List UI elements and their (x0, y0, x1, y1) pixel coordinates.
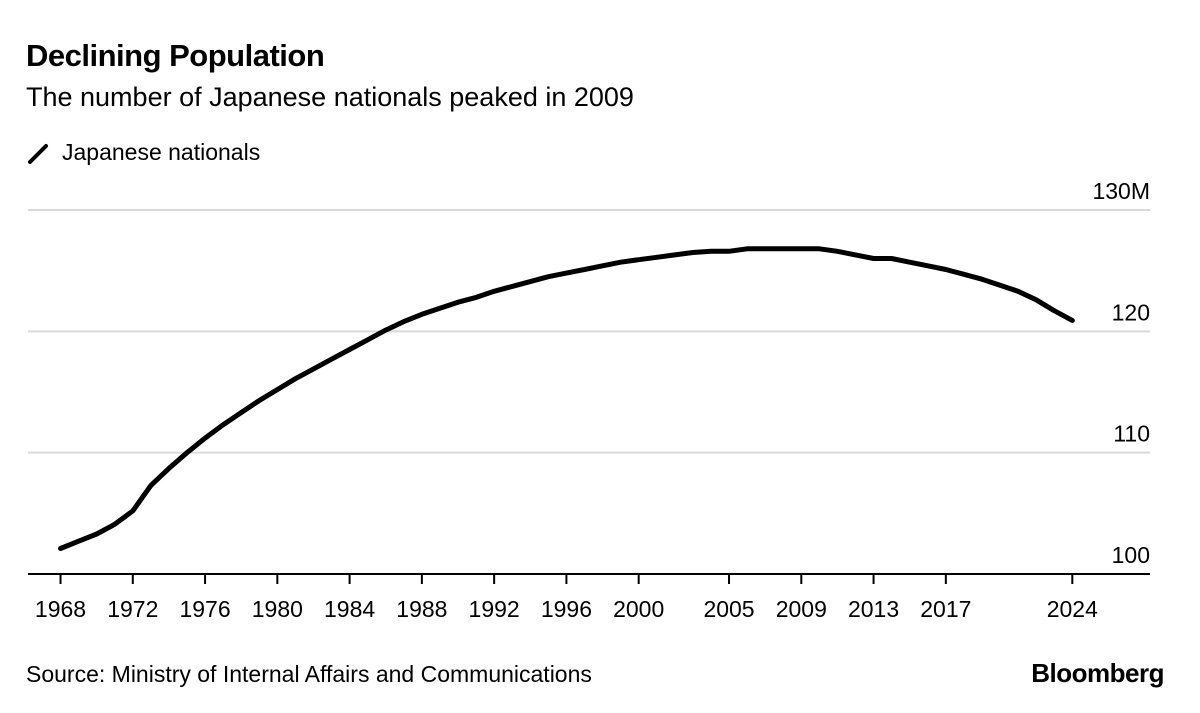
source-note: Source: Ministry of Internal Affairs and… (26, 661, 592, 687)
x-tick-label: 1988 (396, 596, 447, 622)
series-line (58, 246, 1075, 551)
y-tick-label: 120 (1112, 299, 1150, 325)
legend: Japanese nationals (26, 139, 260, 166)
y-tick-label: 130M (1092, 178, 1150, 204)
x-tick-label: 1972 (107, 596, 158, 622)
x-tick-label: 2013 (848, 596, 899, 622)
x-tick-label: 1968 (35, 596, 86, 622)
brand-logo: Bloomberg (1031, 658, 1164, 688)
x-tick-label: 2024 (1047, 596, 1098, 622)
x-tick-label: 1996 (541, 596, 592, 622)
y-tick-label: 100 (1112, 542, 1150, 568)
x-tick-label: 1984 (324, 596, 375, 622)
x-tick-label: 2000 (613, 596, 664, 622)
x-tick-label: 2009 (776, 596, 827, 622)
chart-title: Declining Population (26, 38, 325, 73)
chart-subtitle: The number of Japanese nationals peaked … (26, 82, 634, 112)
y-tick-label: 110 (1113, 421, 1150, 447)
legend-label: Japanese nationals (62, 139, 261, 165)
legend-swatch-icon (26, 140, 52, 166)
x-tick-label: 2017 (920, 596, 971, 622)
x-tick-label: 1992 (469, 596, 520, 622)
x-tick-label: 1976 (179, 596, 230, 622)
x-tick-label: 1980 (252, 596, 303, 622)
x-tick-label: 2005 (703, 596, 754, 622)
